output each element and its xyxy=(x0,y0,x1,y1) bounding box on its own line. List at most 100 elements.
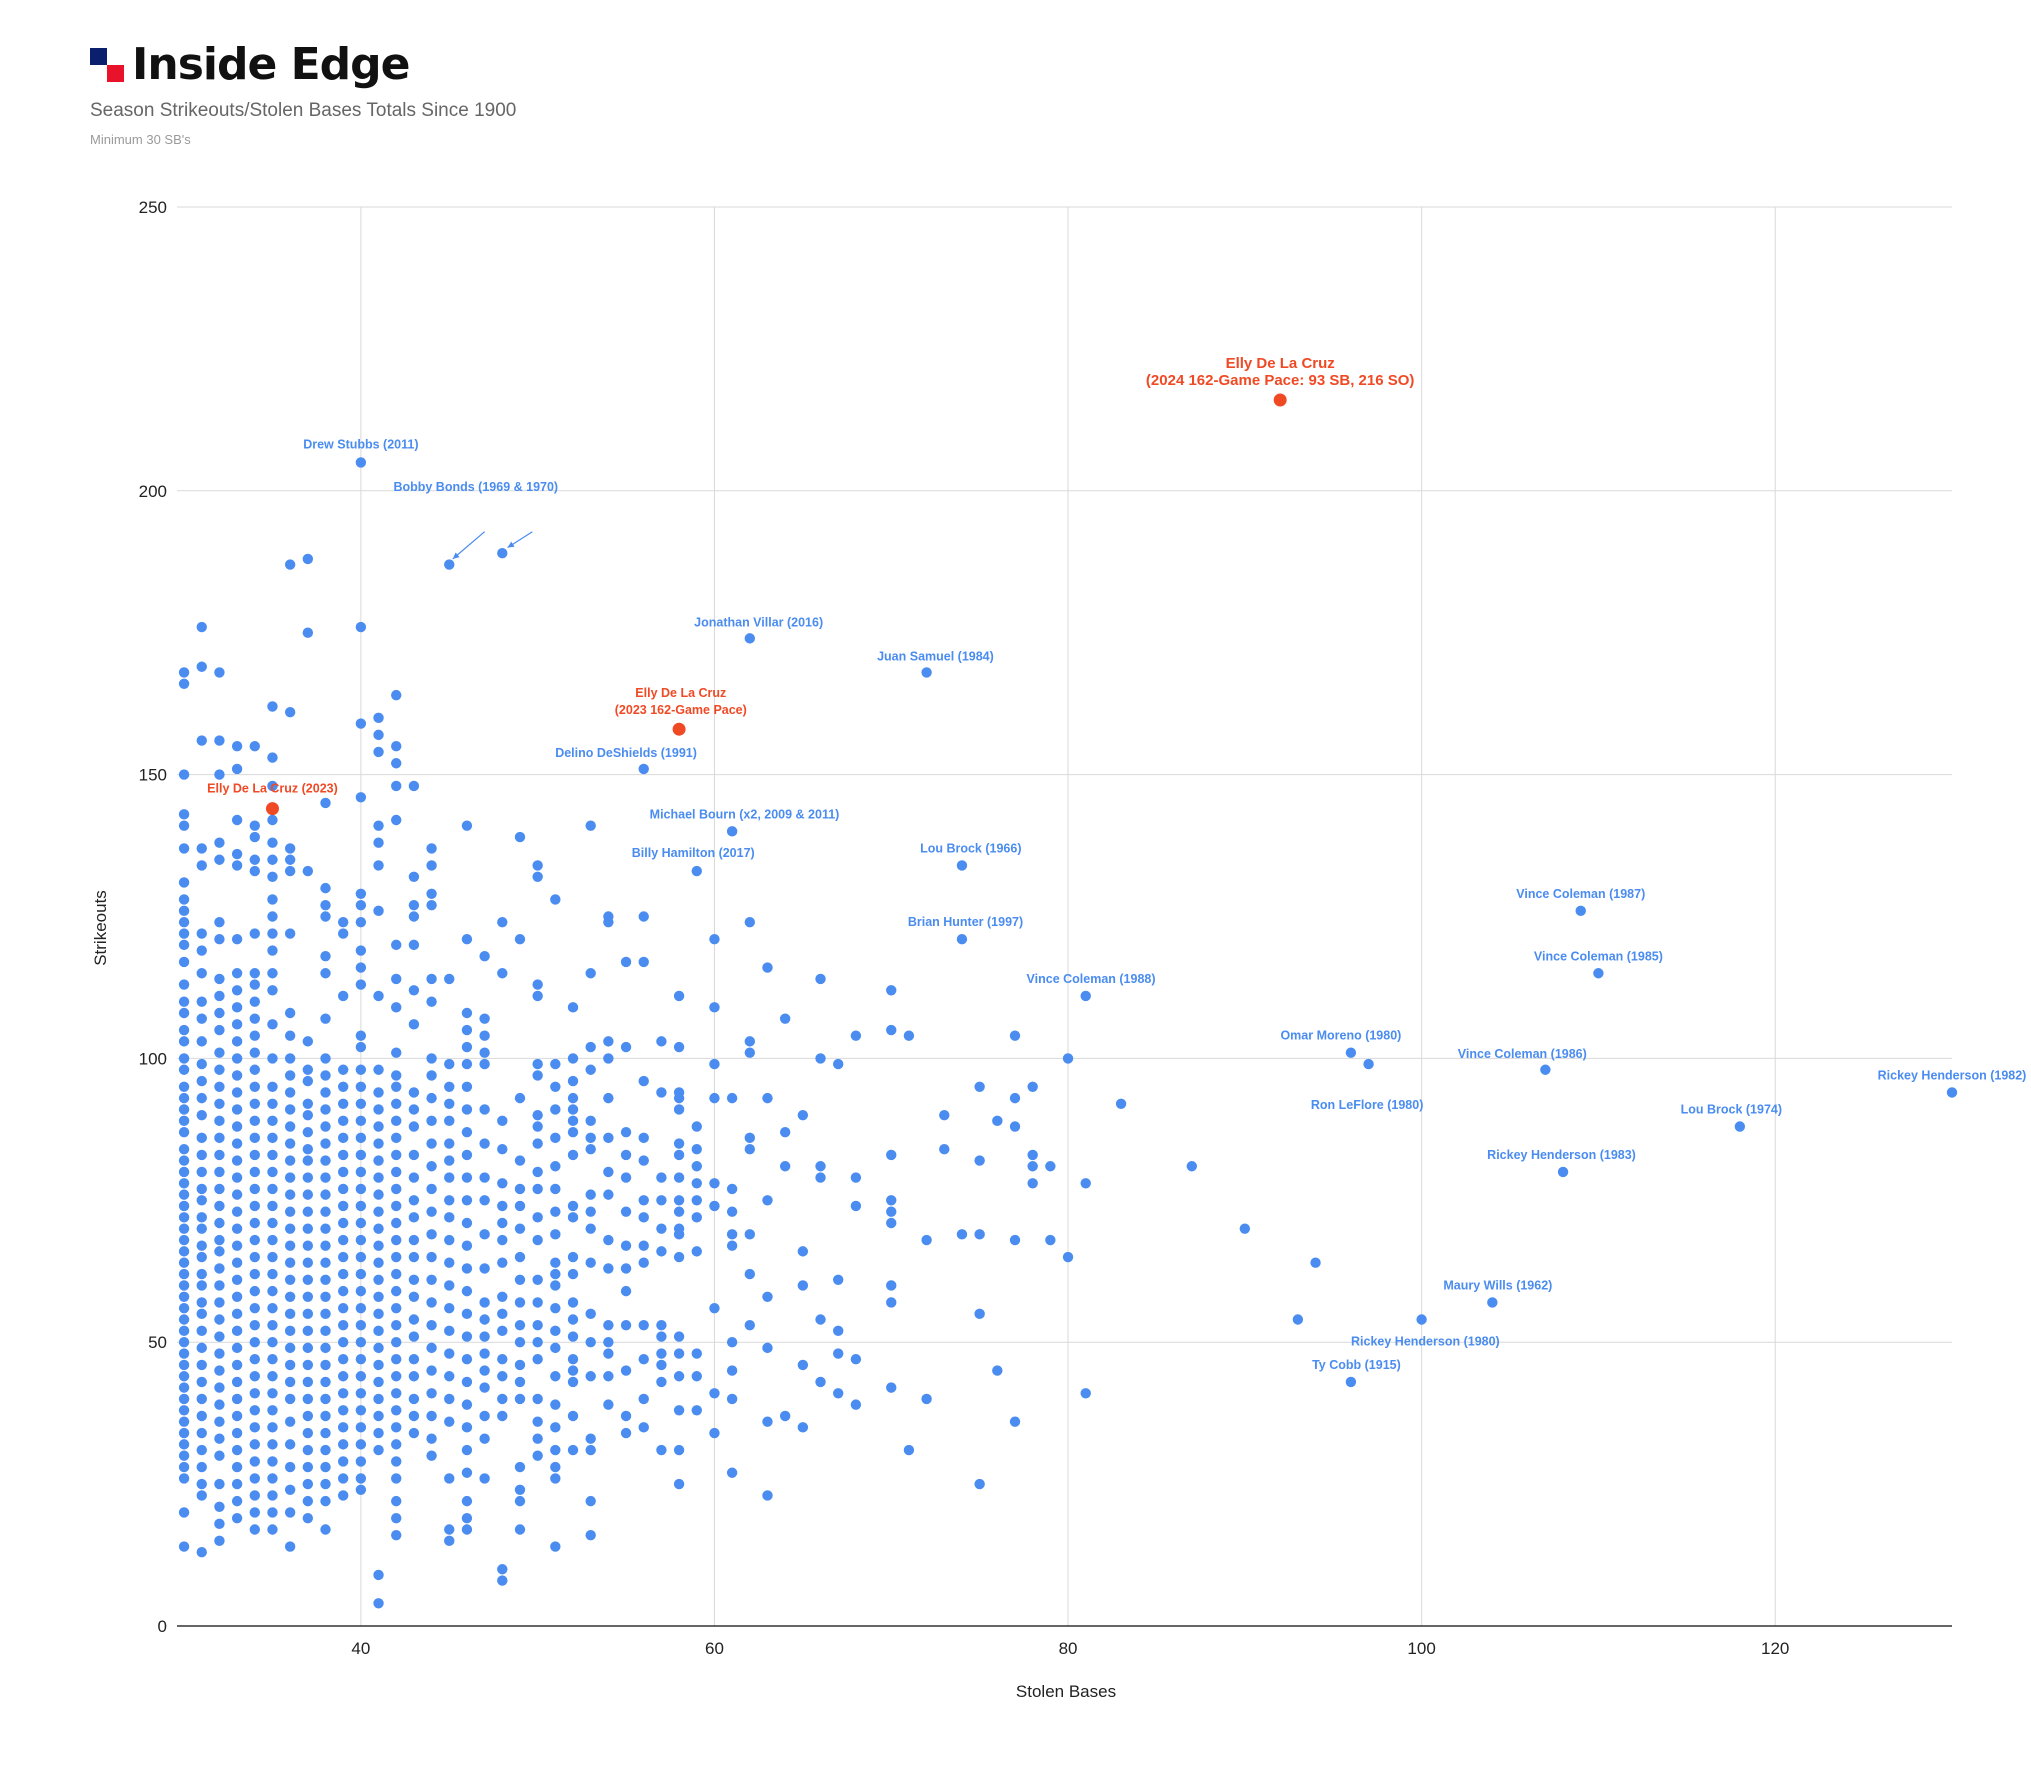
data-point xyxy=(214,1217,225,1229)
data-point xyxy=(797,1109,809,1121)
data-point xyxy=(249,1030,260,1041)
data-point xyxy=(214,1501,225,1513)
data-point xyxy=(461,1126,473,1138)
data-point xyxy=(355,1439,367,1450)
data-point xyxy=(320,1291,331,1302)
data-point xyxy=(178,1325,190,1337)
data-point xyxy=(567,1268,579,1280)
data-point xyxy=(284,928,296,939)
data-point xyxy=(267,1251,278,1263)
data-point xyxy=(656,1223,667,1234)
data-point xyxy=(337,1354,349,1365)
data-point xyxy=(267,1439,278,1450)
data-point xyxy=(214,1433,225,1444)
data-point xyxy=(178,1302,190,1314)
data-point xyxy=(426,1450,437,1461)
data-point xyxy=(373,1376,384,1388)
data-point xyxy=(231,1189,243,1200)
data-point xyxy=(444,1280,455,1291)
data-point xyxy=(691,1405,702,1416)
data-point xyxy=(337,1183,349,1195)
data-point xyxy=(797,1280,809,1291)
data-point xyxy=(603,1319,614,1331)
data-point xyxy=(461,820,473,831)
data-point xyxy=(196,1058,207,1070)
data-point xyxy=(673,1229,685,1240)
data-point xyxy=(620,1319,632,1331)
data-point xyxy=(391,1285,402,1297)
data-point xyxy=(638,1132,649,1144)
data-point xyxy=(231,934,243,945)
data-point xyxy=(514,1495,526,1507)
data-point xyxy=(178,956,190,968)
data-point xyxy=(532,1183,543,1195)
data-point xyxy=(391,1251,402,1263)
data-point xyxy=(320,968,331,979)
annotation-label: Ron LeFlore (1980) xyxy=(1311,1098,1424,1112)
data-point xyxy=(461,1444,473,1456)
data-point xyxy=(231,1342,243,1354)
data-point xyxy=(302,1144,314,1155)
data-point xyxy=(214,1518,225,1530)
data-point xyxy=(178,1212,190,1223)
data-point xyxy=(373,1325,384,1337)
data-point xyxy=(320,1342,331,1354)
data-point xyxy=(391,689,402,701)
data-point xyxy=(337,1319,349,1331)
data-point xyxy=(267,1053,278,1064)
data-point xyxy=(249,1354,260,1365)
data-point xyxy=(320,1070,331,1081)
annotation-label: Elly De La Cruz xyxy=(1226,355,1335,372)
data-point xyxy=(267,871,278,882)
data-point xyxy=(620,1149,632,1161)
data-point xyxy=(196,1308,207,1320)
data-point xyxy=(497,1234,508,1246)
data-point xyxy=(373,1410,384,1422)
data-point xyxy=(337,1439,349,1450)
data-point xyxy=(320,1427,331,1439)
data-point xyxy=(355,1337,367,1348)
data-point xyxy=(638,956,649,968)
data-point xyxy=(762,1092,773,1104)
annotation-label: Drew Stubbs (2011) xyxy=(303,437,418,451)
data-point xyxy=(497,1354,508,1365)
data-point xyxy=(461,934,473,945)
data-point xyxy=(1027,1081,1038,1092)
data-point xyxy=(284,1070,296,1081)
data-point xyxy=(762,1291,773,1302)
data-point xyxy=(1115,1098,1127,1110)
data-point xyxy=(391,1200,402,1212)
data-point xyxy=(620,1240,632,1251)
data-point xyxy=(461,1263,473,1274)
data-point xyxy=(284,1240,296,1251)
data-point xyxy=(337,1132,349,1144)
data-point xyxy=(815,1172,826,1183)
data-point xyxy=(461,1149,473,1161)
data-point xyxy=(444,1081,455,1092)
data-point xyxy=(196,1268,207,1280)
data-point xyxy=(249,1115,260,1127)
data-point xyxy=(373,1342,384,1354)
data-point xyxy=(373,1308,384,1320)
data-point xyxy=(178,916,190,928)
data-point xyxy=(514,1337,526,1348)
data-point xyxy=(231,1410,243,1422)
data-point xyxy=(603,1348,614,1359)
data-point xyxy=(249,1234,260,1246)
data-point xyxy=(267,1268,278,1280)
data-point xyxy=(532,1121,543,1132)
data-point xyxy=(196,1183,207,1195)
data-point xyxy=(391,1354,402,1365)
data-point xyxy=(178,1115,190,1127)
data-point xyxy=(267,1081,278,1092)
data-point xyxy=(656,1195,667,1206)
data-point xyxy=(620,1365,632,1376)
data-point xyxy=(974,1155,985,1166)
data-point xyxy=(673,1478,685,1490)
data-point xyxy=(656,1376,667,1388)
data-point xyxy=(833,1348,844,1359)
data-point xyxy=(178,1126,190,1138)
data-point xyxy=(373,1359,384,1371)
data-point xyxy=(461,1376,473,1388)
data-point xyxy=(355,1183,367,1195)
